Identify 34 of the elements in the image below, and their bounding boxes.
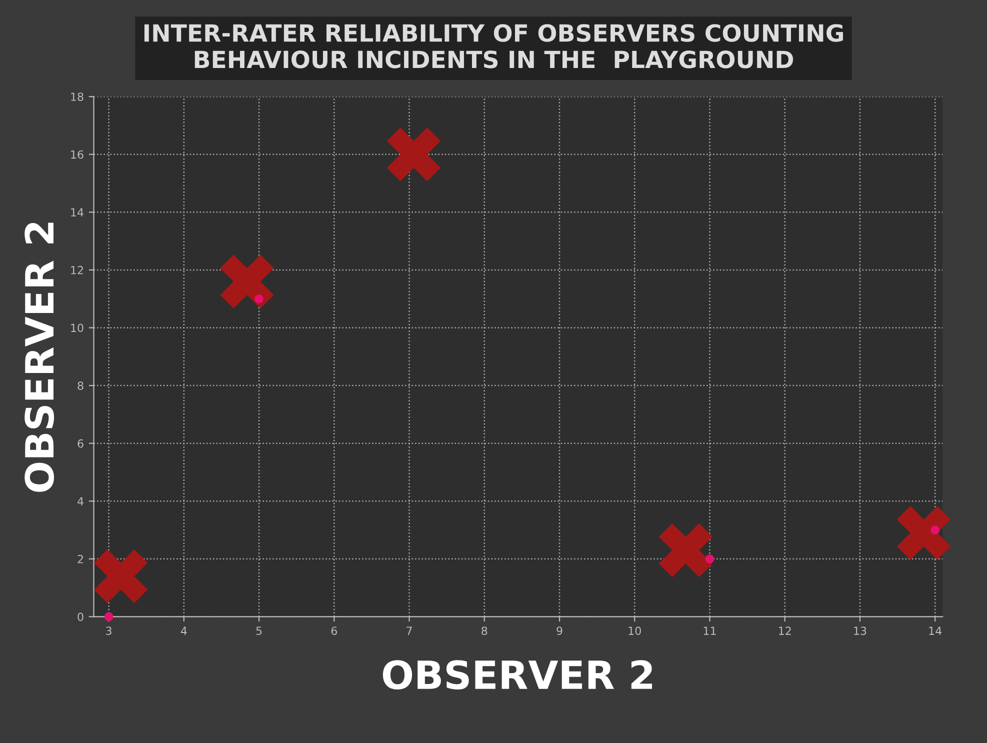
x-tick-label: 13: [854, 626, 866, 636]
chart-title: INTER-RATER RELIABILITY OF OBSERVERS COUNTING BEHAVIOUR INCIDENTS IN THE PLAYGROUND: [144, 24, 843, 68]
y-tick-label: 12: [71, 266, 83, 274]
y-tick-label: 8: [78, 382, 84, 390]
point: [254, 294, 264, 304]
x-tick-label: 9: [556, 626, 562, 636]
x-tick-label: 14: [929, 626, 942, 635]
y-tick-label: 0: [78, 612, 84, 622]
point: [930, 526, 940, 534]
point: [896, 506, 951, 560]
x-tick-label: 10: [628, 626, 641, 636]
y-tick-label: 18: [71, 92, 84, 101]
x-tick-label: 7: [406, 626, 412, 635]
point: [104, 612, 114, 622]
x-tick-label: 8: [482, 626, 488, 636]
y-tick-label: 4: [78, 497, 84, 506]
point: [386, 127, 441, 182]
y-tick-label: 16: [71, 150, 84, 159]
y-tick-label: 2: [78, 554, 83, 564]
point: [658, 523, 713, 578]
x-axis-title: OBSERVER 2: [382, 660, 652, 690]
x-tick-label: 5: [256, 626, 262, 636]
x-tick-label: 6: [331, 626, 337, 636]
point: [705, 554, 714, 564]
x-tick-label: 12: [778, 626, 791, 635]
y-tick-label: 6: [78, 439, 84, 448]
x-tick-label: 3: [106, 626, 112, 636]
point: [220, 254, 274, 308]
x-tick-label: 4: [180, 626, 187, 635]
y-tick-label: 14: [71, 208, 84, 216]
x-tick-label: 11: [704, 626, 716, 635]
y-tick-label: 10: [71, 324, 84, 332]
point: [94, 549, 148, 604]
y-axis-title: OBSERVER 2: [24, 222, 54, 492]
